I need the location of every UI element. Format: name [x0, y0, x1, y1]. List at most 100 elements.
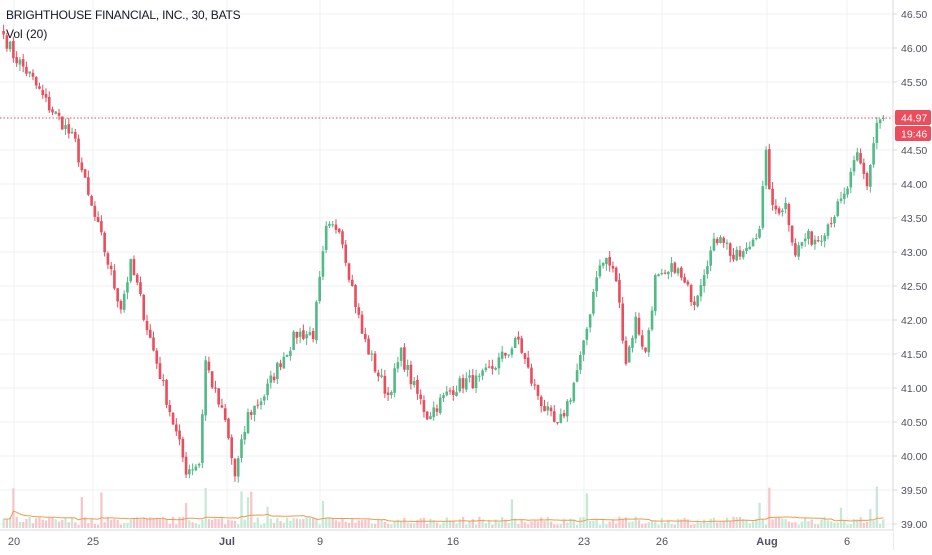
candle[interactable] [396, 356, 400, 373]
candle[interactable] [663, 269, 667, 275]
candle[interactable] [683, 273, 686, 284]
candle[interactable] [67, 117, 71, 139]
candle[interactable] [103, 231, 106, 257]
candle[interactable] [54, 110, 58, 115]
candle[interactable] [494, 366, 497, 371]
candle[interactable] [119, 299, 123, 314]
candle[interactable] [194, 463, 198, 472]
candle[interactable] [249, 409, 253, 420]
candle[interactable] [777, 206, 781, 216]
candle[interactable] [188, 464, 191, 479]
candle[interactable] [363, 327, 367, 343]
candle[interactable] [276, 361, 279, 385]
candle[interactable] [435, 404, 439, 417]
candle[interactable] [781, 208, 784, 217]
candle[interactable] [572, 381, 576, 404]
candle[interactable] [318, 270, 321, 304]
candle[interactable] [614, 266, 618, 283]
candle[interactable] [60, 116, 64, 130]
candle[interactable] [816, 236, 820, 243]
candle[interactable] [15, 51, 18, 67]
candle[interactable] [96, 211, 100, 223]
candle[interactable] [771, 182, 774, 211]
candle[interactable] [601, 262, 605, 269]
candle[interactable] [458, 375, 462, 393]
candle[interactable] [543, 399, 546, 412]
candle[interactable] [80, 157, 84, 173]
candle[interactable] [38, 82, 41, 90]
candle[interactable] [132, 255, 136, 276]
candle[interactable] [810, 230, 813, 247]
candle[interactable] [184, 451, 188, 479]
candle[interactable] [370, 350, 374, 362]
candle[interactable] [862, 158, 866, 180]
candle[interactable] [627, 345, 631, 363]
candle[interactable] [207, 356, 211, 374]
candle[interactable] [487, 359, 491, 369]
candle[interactable] [403, 343, 406, 372]
candle[interactable] [217, 388, 220, 408]
candle[interactable] [233, 458, 237, 482]
candle[interactable] [142, 293, 146, 322]
candle[interactable] [461, 374, 465, 394]
candle[interactable] [393, 363, 396, 398]
candle[interactable] [83, 169, 87, 178]
candle[interactable] [823, 232, 827, 248]
candle[interactable] [471, 369, 475, 390]
candle[interactable] [214, 380, 217, 393]
candle[interactable] [246, 408, 250, 434]
candle[interactable] [836, 198, 840, 218]
candle[interactable] [722, 236, 726, 248]
candle[interactable] [699, 278, 703, 302]
candle[interactable] [839, 191, 843, 204]
candle[interactable] [872, 137, 875, 168]
candle[interactable] [47, 91, 51, 113]
candle[interactable] [308, 326, 312, 336]
candle[interactable] [302, 324, 305, 341]
candle[interactable] [122, 290, 126, 313]
candle[interactable] [702, 269, 706, 293]
candle[interactable] [285, 354, 289, 358]
candle[interactable] [347, 262, 351, 283]
candle[interactable] [295, 331, 299, 344]
candle[interactable] [566, 399, 569, 422]
candle[interactable] [51, 106, 54, 115]
candle[interactable] [253, 405, 256, 422]
candle[interactable] [667, 270, 670, 280]
candle[interactable] [784, 197, 787, 214]
candle[interactable] [256, 399, 260, 409]
candle[interactable] [152, 331, 155, 352]
candle[interactable] [416, 375, 419, 400]
candle[interactable] [113, 264, 116, 291]
candle[interactable] [165, 379, 168, 409]
candle[interactable] [220, 398, 224, 409]
candle[interactable] [21, 54, 25, 73]
candle[interactable] [269, 370, 273, 389]
candle[interactable] [741, 249, 745, 260]
candle[interactable] [328, 221, 331, 228]
candle[interactable] [474, 369, 478, 393]
volume-indicator-label[interactable]: Vol (20) [6, 27, 48, 41]
candle[interactable] [18, 57, 22, 72]
candle[interactable] [748, 241, 752, 250]
candle[interactable] [139, 276, 142, 297]
candle[interactable] [93, 201, 97, 222]
candle[interactable] [813, 235, 817, 250]
candle[interactable] [774, 199, 778, 215]
candle[interactable] [419, 389, 422, 405]
candle[interactable] [57, 108, 61, 121]
candle[interactable] [135, 273, 139, 286]
candle[interactable] [582, 339, 585, 362]
candle[interactable] [262, 394, 266, 406]
candle[interactable] [282, 352, 286, 369]
candle[interactable] [259, 397, 263, 410]
candle[interactable] [706, 260, 709, 279]
candle[interactable] [197, 462, 201, 469]
candle[interactable] [292, 330, 295, 351]
candle[interactable] [856, 147, 859, 162]
candle[interactable] [647, 327, 651, 357]
candle[interactable] [608, 251, 611, 272]
candle[interactable] [539, 394, 543, 413]
candle[interactable] [344, 240, 348, 267]
candle[interactable] [354, 284, 357, 314]
